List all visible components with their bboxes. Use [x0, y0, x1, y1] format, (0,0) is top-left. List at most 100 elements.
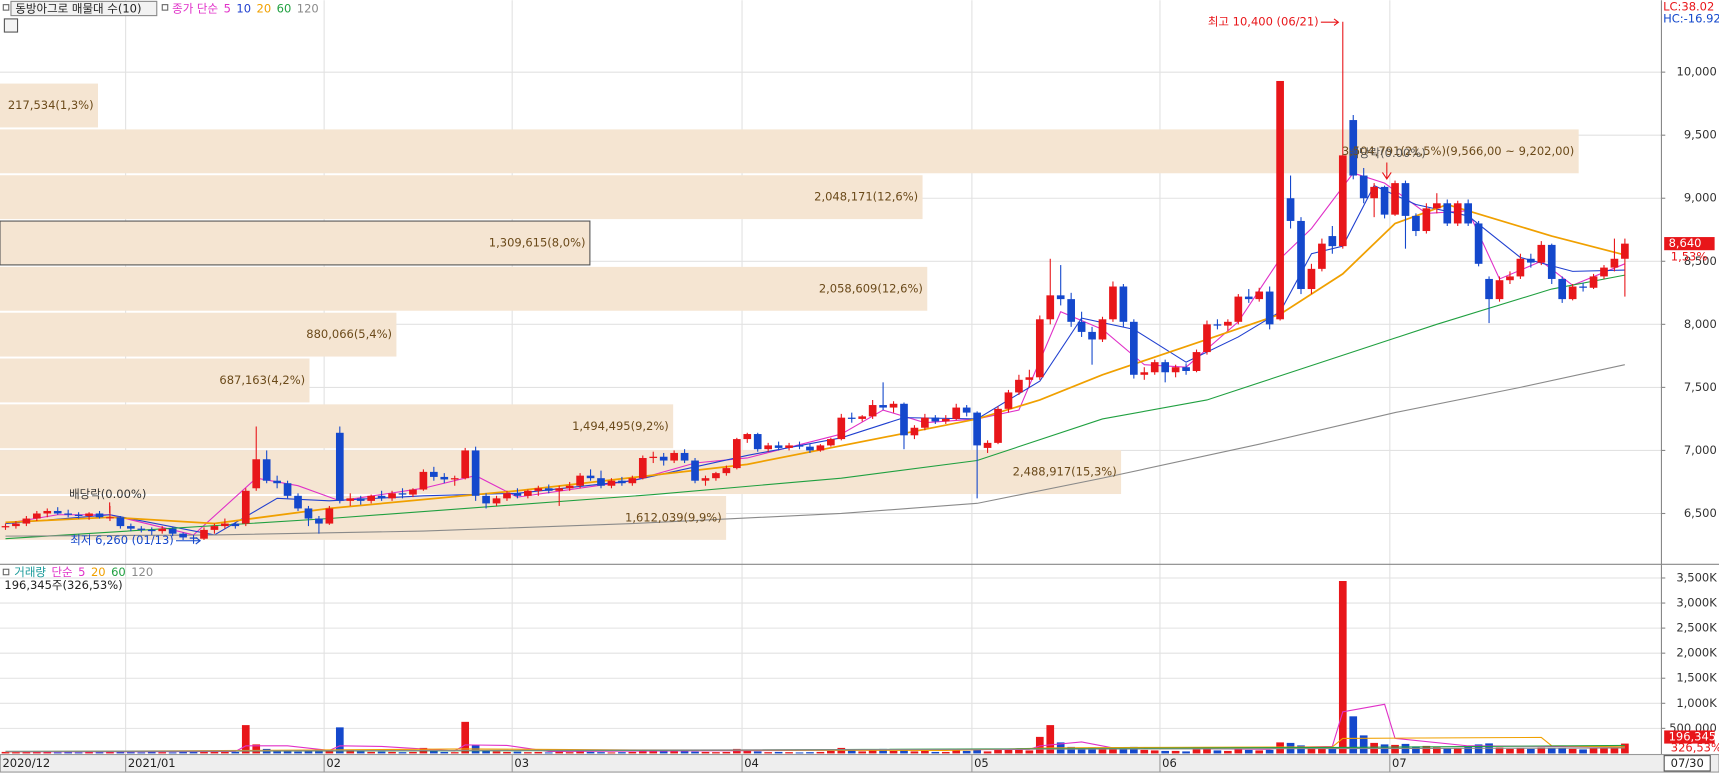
- candle-body: [1140, 372, 1149, 375]
- candle-body: [482, 495, 490, 504]
- candle-body: [618, 480, 626, 484]
- candle-body: [764, 445, 773, 450]
- volume-bar: [273, 750, 281, 754]
- candle-body: [1464, 203, 1473, 224]
- volume-bar: [795, 752, 804, 754]
- volume-bar: [64, 752, 73, 754]
- candle-body: [701, 478, 710, 481]
- legend-item: 5: [78, 565, 85, 579]
- volume-bar: [1474, 744, 1483, 754]
- y-tick-label: 9,000: [1684, 191, 1717, 205]
- candle-body: [1537, 244, 1546, 263]
- volume-bar: [377, 751, 386, 754]
- y2-tick-label: 3,500K: [1676, 570, 1717, 584]
- volume-bar: [701, 751, 710, 754]
- candle-body: [868, 405, 877, 417]
- candle-body: [440, 476, 449, 480]
- volume-bar: [1035, 736, 1044, 754]
- candle-body: [1422, 208, 1431, 232]
- volume-bar: [586, 751, 595, 754]
- volume-bar: [847, 750, 856, 754]
- dividend-note: 배당락(0.00%): [69, 487, 146, 501]
- candle-body: [95, 513, 104, 518]
- volume-bar: [1067, 746, 1075, 754]
- title-box[interactable]: [10, 0, 158, 17]
- candle-body: [32, 513, 41, 519]
- candle-body: [1453, 203, 1462, 224]
- candle-body: [367, 495, 375, 501]
- candle-body: [179, 533, 187, 538]
- volume-bar: [555, 751, 564, 754]
- volume-bar: [1088, 747, 1096, 754]
- profile-label: 217,534(1,3%): [8, 98, 94, 112]
- volume-bar: [1234, 748, 1243, 754]
- volume-bar: [482, 750, 490, 754]
- candle-body: [262, 459, 271, 481]
- candle-body: [1558, 278, 1567, 300]
- candle-body: [221, 523, 229, 527]
- volume-bar: [127, 752, 135, 754]
- x-tick-label: 04: [744, 756, 759, 770]
- y-tick-label: 10,000: [1677, 65, 1717, 79]
- volume-tag-label: 196,345: [1669, 730, 1717, 744]
- icon: [161, 4, 169, 11]
- candle-body: [1443, 203, 1452, 224]
- candle-body: [1109, 286, 1117, 320]
- profile-label: 880,066(5,4%): [306, 327, 392, 341]
- candle-body: [1579, 286, 1587, 288]
- y-tick-label: 9,500: [1684, 128, 1717, 142]
- profile-band: [0, 450, 1122, 495]
- volume-bar: [221, 751, 229, 754]
- candle-body: [168, 528, 177, 534]
- volume-bar: [158, 752, 167, 754]
- candle-body: [1192, 352, 1201, 371]
- legend-item: 60: [277, 2, 292, 16]
- volume-bar: [712, 752, 720, 754]
- candle-body: [241, 490, 250, 524]
- candle-body: [1391, 183, 1399, 215]
- profile-band: [0, 220, 591, 266]
- volume-bar: [356, 751, 365, 754]
- chart-title: 동방아그로 매물대 수(10): [15, 2, 141, 16]
- volume-bar: [22, 751, 31, 754]
- candle-body: [1600, 267, 1608, 277]
- candle-body: [628, 478, 637, 484]
- candle-body: [294, 495, 302, 509]
- volume-bar: [983, 751, 992, 754]
- volume-bar: [1412, 746, 1420, 754]
- volume-bar: [325, 751, 334, 754]
- volume-bar: [241, 725, 250, 754]
- volume-bar: [1109, 748, 1117, 754]
- volume-bar: [1119, 747, 1128, 754]
- candle-body: [53, 510, 62, 514]
- candle-body: [1401, 183, 1410, 216]
- volume-bar: [283, 751, 292, 754]
- volume-bar: [889, 750, 898, 754]
- low-arrow: [176, 537, 202, 545]
- volume-bar: [200, 751, 208, 754]
- candle-body: [900, 403, 908, 436]
- volume-bar: [1547, 747, 1556, 754]
- volume-bar: [95, 752, 104, 754]
- candle-body: [43, 510, 52, 514]
- volume-bar: [147, 751, 156, 754]
- volume-bar: [973, 749, 981, 754]
- candle-body: [1485, 278, 1493, 300]
- volume-bar: [168, 752, 177, 754]
- candle-body: [1621, 243, 1629, 259]
- volume-bar: [12, 752, 20, 754]
- volume-bar: [534, 751, 543, 754]
- volume-bar: [1516, 747, 1525, 754]
- legend-item: 60: [111, 565, 126, 579]
- volume-bar: [1161, 750, 1170, 754]
- candle-body: [1547, 244, 1556, 279]
- grid-icon[interactable]: [3, 18, 19, 33]
- ma-line: [5, 364, 1625, 537]
- volume-bar: [816, 751, 825, 754]
- candle-body: [1495, 280, 1504, 300]
- candle-body: [430, 471, 438, 477]
- plot-layer: [1, 21, 1629, 754]
